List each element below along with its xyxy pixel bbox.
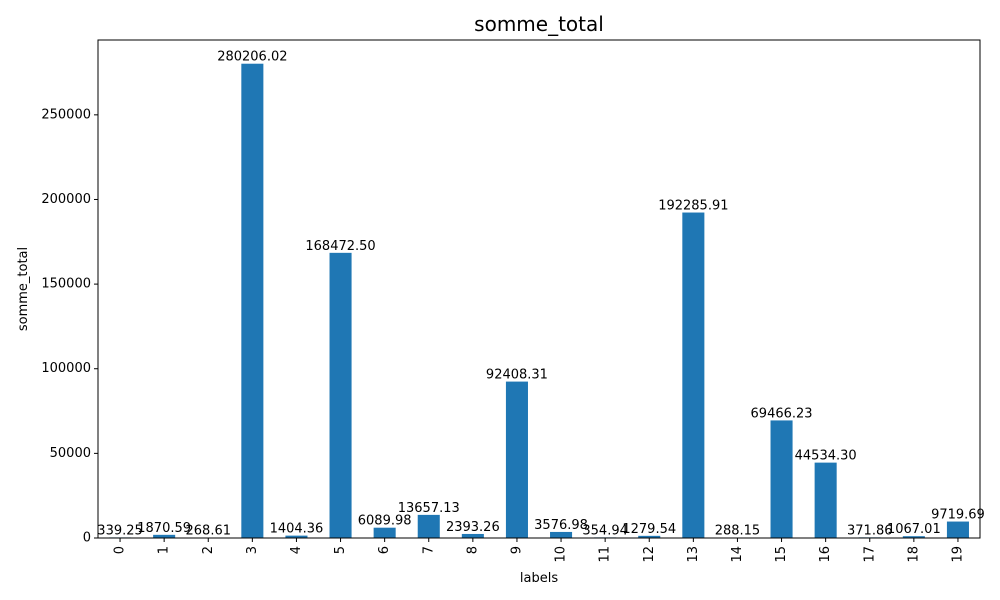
bar-value-label: 6089.98 <box>358 514 412 529</box>
bar-value-label: 192285.91 <box>658 199 728 214</box>
x-tick-label: 13 <box>686 546 701 563</box>
bar-value-label: 9719.69 <box>931 508 985 523</box>
bar <box>373 527 396 538</box>
bar-value-label: 354.94 <box>582 523 628 538</box>
bar-value-label: 1870.59 <box>137 521 191 536</box>
bar <box>285 535 308 538</box>
bar-value-label: 3576.98 <box>534 518 588 533</box>
bar-value-label: 280206.02 <box>217 50 287 65</box>
y-axis-ticks: 0 50000 100000 150000 200000 250000 <box>41 107 98 546</box>
y-axis-label: somme_total <box>16 247 31 331</box>
x-tick-label: 19 <box>950 546 965 563</box>
bar-value-label: 268.61 <box>186 524 232 539</box>
y-tick-label: 150000 <box>41 277 91 292</box>
plot-frame <box>97 39 981 539</box>
x-axis-label: labels <box>520 571 558 586</box>
bar-value-label: 92408.31 <box>486 368 548 383</box>
bar-value-label: 288.15 <box>715 524 761 539</box>
bar <box>638 535 661 538</box>
bar-value-label: 371.86 <box>847 523 893 538</box>
y-tick-label: 250000 <box>41 107 91 122</box>
bar-value-label: 44534.30 <box>795 449 857 464</box>
bar-value-label: 1279.54 <box>622 522 676 537</box>
bar <box>505 381 528 538</box>
bars-group <box>109 63 969 539</box>
x-tick-label: 11 <box>598 546 613 563</box>
chart-title: somme_total <box>474 12 604 36</box>
bar <box>814 462 837 538</box>
x-tick-label: 17 <box>862 546 877 563</box>
x-tick-label: 16 <box>818 546 833 563</box>
bar <box>329 252 352 539</box>
x-axis-ticks: 0 1 2 3 4 5 6 7 8 9 10 11 12 13 14 15 16 17 18 19 <box>113 538 965 563</box>
x-tick-label: 1 <box>157 546 172 554</box>
x-tick-label: 9 <box>509 546 524 554</box>
x-tick-label: 12 <box>642 546 657 563</box>
bar-value-label: 13657.13 <box>398 501 460 516</box>
bar-value-label: 339.25 <box>97 523 143 538</box>
bar <box>902 536 925 538</box>
bar <box>461 533 484 538</box>
x-tick-label: 14 <box>730 546 745 563</box>
bar <box>417 514 440 538</box>
bar-value-label: 2393.26 <box>446 520 500 535</box>
bar <box>550 531 573 538</box>
bar-value-label: 1067.01 <box>887 522 941 537</box>
bar <box>946 521 969 538</box>
x-tick-label: 5 <box>333 546 348 554</box>
x-tick-label: 18 <box>906 546 921 563</box>
bar <box>682 212 705 538</box>
bar-value-label: 1404.36 <box>270 522 324 537</box>
x-tick-label: 4 <box>289 546 304 554</box>
y-tick-label: 100000 <box>41 361 91 376</box>
y-tick-label: 200000 <box>41 192 91 207</box>
bar-value-label: 69466.23 <box>751 406 813 421</box>
y-tick-label: 50000 <box>50 446 91 461</box>
x-tick-label: 7 <box>421 546 436 554</box>
bar <box>770 420 793 538</box>
bar <box>153 534 176 538</box>
bar <box>241 63 264 538</box>
x-tick-label: 3 <box>245 546 260 554</box>
x-tick-label: 2 <box>201 546 216 554</box>
x-tick-label: 0 <box>113 546 128 554</box>
y-tick-label: 0 <box>83 531 91 546</box>
x-tick-label: 15 <box>774 546 789 563</box>
bar-value-label: 168472.50 <box>305 239 375 254</box>
x-tick-label: 6 <box>377 546 392 554</box>
x-tick-label: 8 <box>465 546 480 554</box>
x-tick-label: 10 <box>554 546 569 563</box>
